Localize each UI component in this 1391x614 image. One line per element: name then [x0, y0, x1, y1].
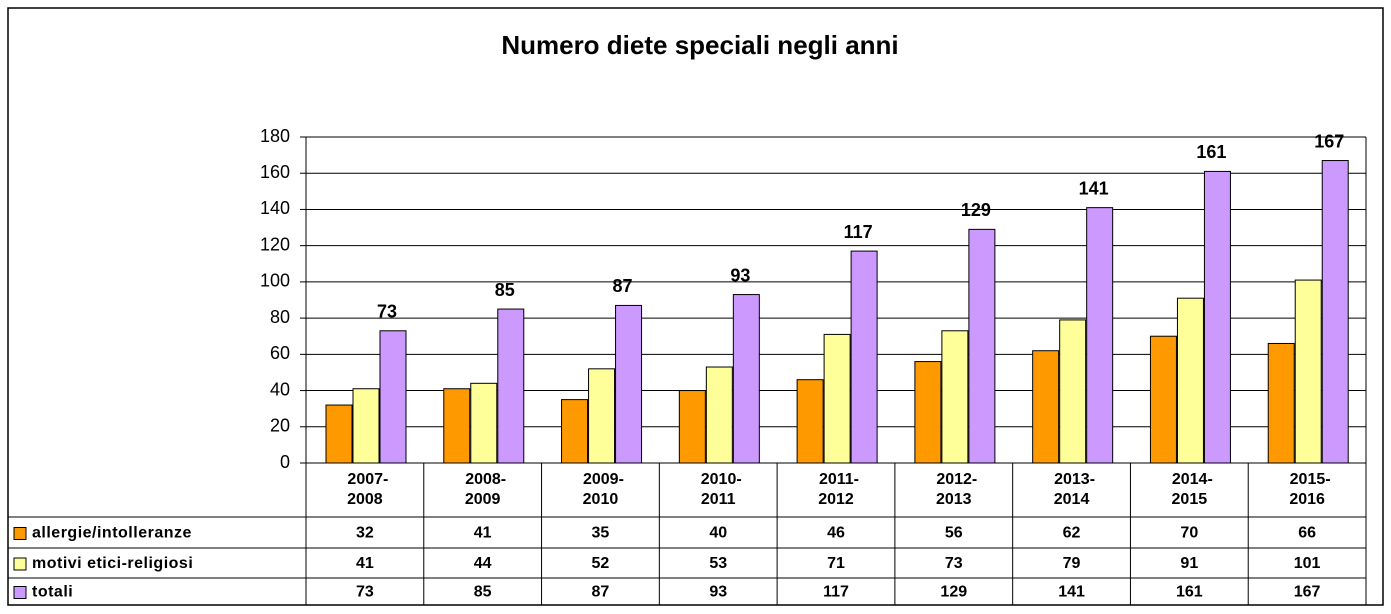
table-cell: 62 [1063, 525, 1081, 542]
bar [705, 366, 733, 464]
table-cell: 141 [1058, 584, 1085, 601]
chart-title: Numero diete speciali negli anni [501, 30, 898, 60]
bar [352, 388, 380, 464]
table-cell: 53 [709, 555, 727, 572]
bar [325, 404, 353, 464]
y-tick-label: 100 [260, 271, 290, 291]
bar [1176, 297, 1204, 464]
x-tick-label: 2014-2015 [1172, 471, 1213, 508]
bar [1086, 207, 1114, 464]
bar [379, 330, 407, 464]
table-cell: 79 [1063, 555, 1081, 572]
bar [497, 308, 525, 464]
table-cell: 52 [592, 555, 610, 572]
data-label: 87 [613, 276, 633, 296]
x-tick-label: 2015-2016 [1289, 471, 1330, 508]
legend-label: allergie/intolleranze [32, 525, 192, 542]
legend-key [13, 527, 27, 540]
table-cell: 73 [356, 584, 374, 601]
table-cell: 93 [709, 584, 727, 601]
x-tick-label: 2007-2008 [347, 471, 388, 508]
y-tick-label: 40 [270, 379, 290, 399]
y-tick-label: 120 [260, 234, 290, 254]
table-cell: 117 [823, 584, 849, 601]
table-cell: 44 [474, 555, 492, 572]
bar [732, 294, 760, 464]
bar [1059, 319, 1087, 464]
table-cell: 70 [1180, 525, 1198, 542]
bar [615, 304, 643, 464]
y-tick-label: 160 [260, 162, 290, 182]
legend-key [13, 557, 27, 571]
table-cell: 71 [827, 555, 845, 572]
bar [968, 228, 996, 464]
bar [1203, 170, 1231, 464]
table-cell: 41 [356, 555, 374, 572]
bar [678, 390, 706, 464]
x-tick-label: 2013-2014 [1054, 471, 1095, 508]
x-tick-label: 2008-2009 [465, 471, 506, 508]
bar [561, 399, 589, 464]
table-cell: 56 [945, 525, 963, 542]
table-cell: 101 [1294, 555, 1321, 572]
table-cell: 40 [709, 525, 727, 542]
data-label: 73 [377, 302, 397, 322]
table-cell: 161 [1176, 584, 1203, 601]
data-label: 129 [961, 200, 991, 220]
y-tick-label: 80 [270, 307, 290, 327]
x-tick-label: 2009-2010 [583, 471, 624, 508]
y-tick-label: 140 [260, 198, 290, 218]
legend-label: totali [32, 584, 73, 601]
y-tick-label: 0 [280, 452, 290, 472]
bar [914, 361, 942, 464]
bar [1321, 160, 1349, 464]
chart-frame [7, 7, 1384, 606]
bar [823, 333, 851, 464]
bar [443, 388, 471, 464]
table-cell: 32 [356, 525, 374, 542]
y-tick-label: 20 [270, 416, 290, 436]
legend-label: motivi etici-religiosi [32, 555, 193, 572]
y-tick-label: 180 [260, 126, 290, 146]
y-tick-label: 60 [270, 343, 290, 363]
bar [1267, 342, 1295, 464]
table-cell: 87 [592, 584, 610, 601]
data-label: 161 [1196, 142, 1226, 162]
bar [941, 330, 969, 464]
data-label: 85 [495, 280, 515, 300]
data-label: 141 [1079, 178, 1109, 198]
bar [1294, 279, 1322, 464]
bar [850, 250, 878, 464]
bar [1032, 350, 1060, 464]
table-cell: 41 [474, 525, 492, 542]
table-cell: 66 [1298, 525, 1316, 542]
table-cell: 167 [1294, 584, 1321, 601]
table-cell: 129 [940, 584, 967, 601]
x-tick-label: 2012-2013 [936, 471, 977, 508]
data-label: 93 [730, 265, 750, 285]
x-tick-label: 2011-2012 [818, 471, 859, 508]
x-tick-label: 2010-2011 [701, 471, 742, 508]
table-cell: 91 [1180, 555, 1198, 572]
data-label: 117 [844, 222, 873, 242]
data-label: 167 [1314, 131, 1344, 151]
bar [796, 379, 824, 464]
bar [1149, 335, 1177, 464]
bar [470, 382, 498, 464]
table-cell: 35 [592, 525, 610, 542]
legend-key [13, 586, 27, 599]
bar [588, 368, 616, 464]
table-cell: 46 [827, 525, 845, 542]
table-cell: 73 [945, 555, 963, 572]
table-cell: 85 [474, 584, 492, 601]
